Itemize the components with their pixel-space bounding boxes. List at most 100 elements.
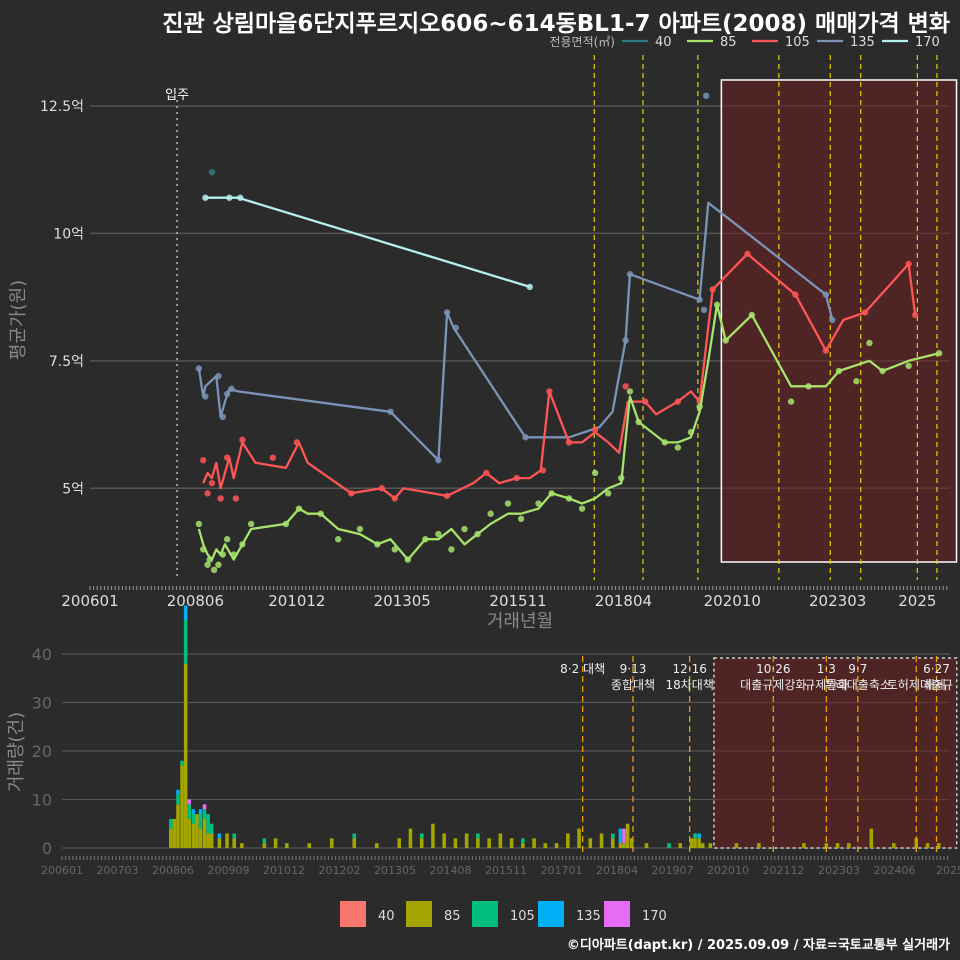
volume-bar bbox=[352, 838, 357, 848]
volume-bar bbox=[187, 818, 192, 848]
policy-annotation: 18차대책 bbox=[665, 677, 713, 692]
volume-bar bbox=[622, 843, 626, 848]
data-point-105 bbox=[744, 250, 751, 257]
volume-bar bbox=[678, 843, 683, 848]
x-tick-label: 200806 bbox=[167, 592, 224, 610]
data-point-85 bbox=[748, 311, 756, 319]
volume-bar bbox=[191, 823, 196, 848]
volume-bar bbox=[217, 838, 222, 848]
policy-annotation: 9·7 bbox=[848, 662, 867, 676]
data-point-85 bbox=[635, 418, 642, 426]
bar-y-tick-label: 30 bbox=[32, 694, 52, 713]
volume-bar bbox=[187, 799, 192, 805]
data-point-135 bbox=[435, 457, 442, 464]
data-point-85 bbox=[626, 388, 634, 395]
bar-x-tick-label: 200601 bbox=[41, 864, 83, 877]
data-point-85 bbox=[230, 551, 237, 558]
volume-bar bbox=[892, 843, 896, 848]
volume-bar bbox=[847, 843, 851, 848]
data-point-105 bbox=[483, 469, 490, 477]
bar-x-tick-label: 201202 bbox=[319, 864, 361, 877]
data-point-85 bbox=[578, 505, 586, 512]
volume-bar bbox=[577, 828, 581, 848]
data-point-135 bbox=[202, 393, 209, 400]
policy-annotation: 대출규제강화 bbox=[740, 678, 806, 692]
data-point-105 bbox=[591, 426, 599, 433]
bar-y-tick-label: 20 bbox=[32, 742, 52, 761]
policy-annotation: 규제완화 bbox=[804, 678, 848, 692]
bar-x-tick-label: 202406 bbox=[874, 864, 916, 877]
data-point-105 bbox=[223, 454, 231, 461]
volume-bar bbox=[273, 838, 278, 848]
volume-bar bbox=[187, 804, 192, 819]
data-point-105 bbox=[674, 398, 682, 405]
volume-bar bbox=[599, 833, 604, 848]
data-point-135 bbox=[696, 296, 703, 303]
x-axis-title: 거래년월 bbox=[487, 611, 553, 632]
volume-bar bbox=[476, 838, 480, 848]
volume-bar bbox=[307, 843, 312, 848]
data-point-85 bbox=[661, 439, 668, 446]
bar-x-tick-label: 201701 bbox=[541, 864, 583, 877]
data-point-85 bbox=[487, 510, 494, 517]
data-point-85 bbox=[696, 403, 703, 410]
data-point-85 bbox=[247, 520, 255, 528]
volume-bar bbox=[611, 833, 615, 839]
volume-bar bbox=[240, 843, 244, 848]
volume-bar bbox=[693, 833, 697, 839]
volume-bar bbox=[169, 818, 173, 829]
volume-bar bbox=[329, 838, 334, 848]
volume-bar bbox=[734, 843, 739, 848]
volume-bar bbox=[487, 838, 491, 848]
volume-bar bbox=[431, 823, 435, 848]
volume-bar bbox=[198, 828, 203, 848]
data-point-135 bbox=[387, 408, 394, 415]
policy-annotation: 대출규 bbox=[920, 678, 953, 692]
volume-bar bbox=[202, 818, 207, 848]
volume-bar bbox=[644, 843, 649, 848]
data-point-85 bbox=[448, 546, 455, 553]
volume-bar bbox=[183, 605, 188, 621]
data-point-135 bbox=[622, 337, 629, 344]
source-footer: ©디아파트(dapt.kr) / 2025.09.09 / 자료=국토교통부 실… bbox=[566, 938, 950, 953]
volume-bar bbox=[708, 843, 713, 848]
volume-bar bbox=[225, 833, 229, 848]
data-point-85 bbox=[219, 551, 227, 558]
data-point-135 bbox=[219, 413, 227, 421]
chart-title: 진관 상림마을6단지푸르지오606~614동BL1-7 아파트(2008) 매매… bbox=[162, 11, 950, 37]
data-point-85 bbox=[687, 428, 695, 436]
data-point-85 bbox=[195, 520, 203, 528]
bar-y-tick-label: 0 bbox=[42, 839, 52, 858]
volume-bar bbox=[195, 814, 199, 848]
data-point-85 bbox=[805, 383, 812, 390]
bar-x-tick-label: 2025 bbox=[936, 864, 960, 877]
x-tick-label: 201511 bbox=[489, 592, 546, 610]
volume-bar bbox=[285, 843, 289, 848]
data-point-85 bbox=[548, 490, 555, 497]
data-point-105 bbox=[293, 439, 301, 446]
policy-annotation: 9·13 bbox=[620, 662, 647, 676]
volume-bar bbox=[176, 789, 180, 795]
bar-y-tick-label: 40 bbox=[32, 645, 52, 664]
data-point-135 bbox=[822, 291, 830, 298]
data-point-85 bbox=[404, 556, 412, 563]
data-point-105 bbox=[565, 439, 573, 446]
data-point-105 bbox=[622, 383, 629, 390]
data-point-135 bbox=[223, 390, 231, 398]
volume-bar bbox=[629, 838, 634, 848]
policy-annotation: 8·2 대책 bbox=[560, 661, 605, 676]
volume-bar bbox=[618, 843, 623, 848]
legend-label: 40 bbox=[655, 35, 672, 50]
data-point-105 bbox=[208, 479, 216, 487]
policy-annotation: 10·26 bbox=[756, 662, 790, 676]
data-point-135 bbox=[443, 309, 451, 316]
data-point-85 bbox=[282, 520, 290, 528]
data-point-105 bbox=[822, 347, 830, 354]
bar-x-tick-label: 201012 bbox=[263, 864, 305, 877]
x-tick-label: 202303 bbox=[809, 592, 866, 610]
data-point-105 bbox=[200, 457, 207, 464]
data-point-85 bbox=[356, 525, 364, 533]
volume-bar bbox=[397, 838, 401, 848]
data-point-105 bbox=[269, 454, 277, 461]
